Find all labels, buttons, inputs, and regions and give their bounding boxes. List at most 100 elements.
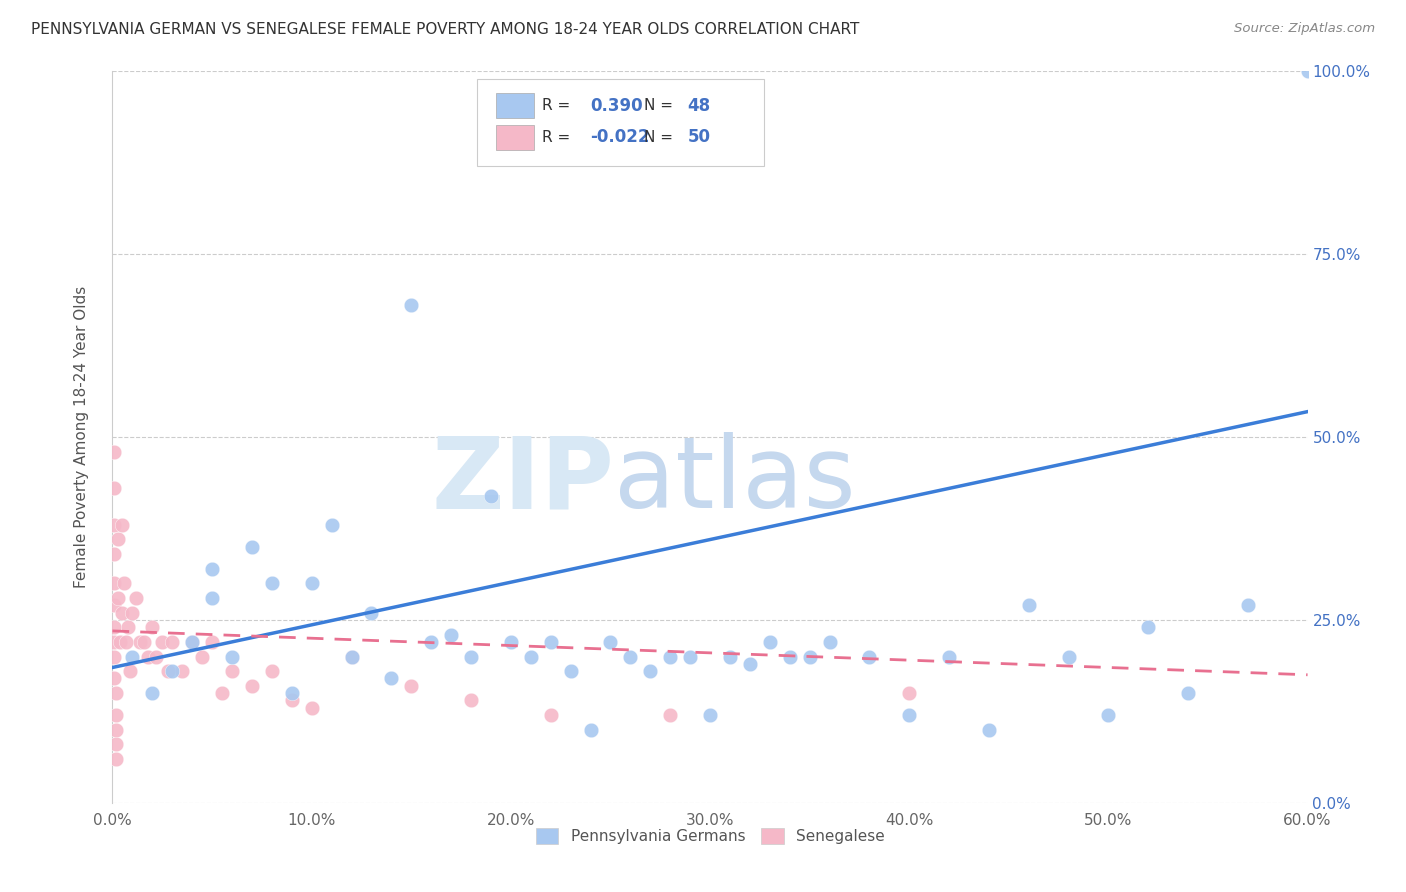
- Point: [1137, 620, 1160, 634]
- Point: [1097, 708, 1119, 723]
- Point: [479, 489, 502, 503]
- Point: [103, 672, 125, 686]
- Point: [145, 649, 167, 664]
- Point: [120, 664, 142, 678]
- Point: [105, 737, 128, 751]
- Text: 48: 48: [688, 96, 710, 115]
- Point: [619, 649, 641, 664]
- Point: [121, 606, 143, 620]
- Point: [499, 635, 522, 649]
- Point: [201, 635, 224, 649]
- Point: [718, 649, 741, 664]
- Point: [162, 664, 183, 678]
- Point: [281, 686, 304, 700]
- Point: [141, 686, 163, 700]
- Point: [121, 649, 143, 664]
- Point: [103, 620, 125, 634]
- Point: [105, 686, 128, 700]
- Point: [659, 708, 682, 723]
- Point: [162, 635, 183, 649]
- Point: [115, 635, 138, 649]
- Point: [141, 620, 163, 634]
- Point: [699, 708, 721, 723]
- Point: [221, 664, 243, 678]
- FancyBboxPatch shape: [496, 94, 534, 118]
- FancyBboxPatch shape: [477, 78, 763, 167]
- Point: [420, 635, 443, 649]
- Text: N =: N =: [644, 98, 678, 113]
- Point: [1296, 64, 1319, 78]
- Point: [898, 686, 921, 700]
- Point: [260, 576, 283, 591]
- Point: [401, 298, 423, 312]
- Point: [281, 693, 304, 707]
- Point: [150, 635, 173, 649]
- Point: [898, 708, 921, 723]
- Text: -0.022: -0.022: [591, 128, 650, 146]
- Point: [1237, 599, 1260, 613]
- Point: [858, 649, 880, 664]
- Point: [172, 664, 194, 678]
- Point: [260, 664, 283, 678]
- Point: [401, 679, 423, 693]
- Legend: Pennsylvania Germans, Senegalese: Pennsylvania Germans, Senegalese: [530, 822, 890, 850]
- Point: [103, 481, 125, 495]
- Point: [201, 591, 224, 605]
- Point: [181, 635, 204, 649]
- Point: [460, 649, 482, 664]
- Text: Source: ZipAtlas.com: Source: ZipAtlas.com: [1234, 22, 1375, 36]
- Point: [380, 672, 402, 686]
- Point: [129, 635, 152, 649]
- Point: [240, 540, 263, 554]
- Point: [105, 723, 128, 737]
- Point: [138, 649, 160, 664]
- Point: [679, 649, 702, 664]
- Point: [181, 635, 204, 649]
- Text: ZIP: ZIP: [432, 433, 614, 530]
- Point: [125, 591, 148, 605]
- Point: [599, 635, 621, 649]
- Point: [103, 517, 125, 532]
- Point: [560, 664, 582, 678]
- Point: [540, 635, 562, 649]
- Point: [321, 517, 343, 532]
- Point: [211, 686, 233, 700]
- Point: [201, 562, 224, 576]
- Text: R =: R =: [541, 129, 575, 145]
- Point: [105, 752, 128, 766]
- Point: [103, 547, 125, 561]
- Point: [110, 635, 132, 649]
- Point: [938, 649, 960, 664]
- Point: [103, 649, 125, 664]
- Point: [301, 700, 323, 714]
- Point: [640, 664, 662, 678]
- Point: [103, 635, 125, 649]
- Point: [659, 649, 682, 664]
- Point: [103, 576, 125, 591]
- Text: N =: N =: [644, 129, 678, 145]
- Point: [103, 444, 125, 458]
- Point: [240, 679, 263, 693]
- Point: [1177, 686, 1199, 700]
- Point: [799, 649, 821, 664]
- Point: [360, 606, 382, 620]
- Point: [779, 649, 801, 664]
- Point: [340, 649, 363, 664]
- Point: [977, 723, 1000, 737]
- Point: [221, 649, 243, 664]
- Point: [103, 599, 125, 613]
- Text: atlas: atlas: [614, 433, 856, 530]
- Point: [301, 576, 323, 591]
- Point: [157, 664, 180, 678]
- Point: [117, 620, 139, 634]
- Point: [579, 723, 602, 737]
- Point: [1057, 649, 1080, 664]
- Text: 50: 50: [688, 128, 710, 146]
- FancyBboxPatch shape: [496, 125, 534, 150]
- Y-axis label: Female Poverty Among 18-24 Year Olds: Female Poverty Among 18-24 Year Olds: [75, 286, 89, 588]
- Point: [759, 635, 782, 649]
- Text: PENNSYLVANIA GERMAN VS SENEGALESE FEMALE POVERTY AMONG 18-24 YEAR OLDS CORRELATI: PENNSYLVANIA GERMAN VS SENEGALESE FEMALE…: [31, 22, 859, 37]
- Point: [520, 649, 543, 664]
- Point: [191, 649, 214, 664]
- Point: [107, 591, 129, 605]
